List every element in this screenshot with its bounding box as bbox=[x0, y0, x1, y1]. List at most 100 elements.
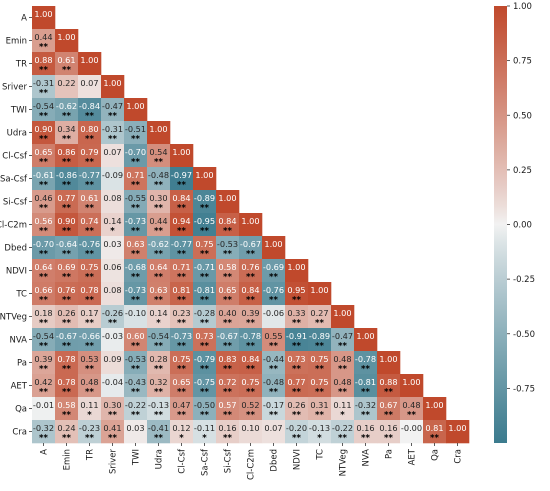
significance-stars: ** bbox=[177, 296, 186, 306]
heatmap-cell bbox=[124, 328, 148, 352]
cell-value-label: 1.00 bbox=[103, 78, 121, 88]
significance-stars: ** bbox=[62, 342, 71, 352]
heatmap-cell bbox=[308, 351, 332, 375]
cell-value-label: -0.50 bbox=[194, 400, 215, 410]
heatmap-cell bbox=[78, 351, 102, 375]
cell-value-label: 1.00 bbox=[402, 377, 420, 387]
y-tick-label: Sriver bbox=[2, 83, 28, 93]
cell-value-label: -0.84 bbox=[79, 101, 100, 111]
significance-stars: ** bbox=[223, 250, 232, 260]
significance-stars: ** bbox=[62, 250, 71, 260]
cell-value-label: -0.48 bbox=[148, 170, 169, 180]
heatmap-cell bbox=[216, 190, 240, 214]
cell-value-label: 0.58 bbox=[218, 262, 236, 272]
x-tick-label: Pa bbox=[385, 449, 395, 459]
cell-value-label: 0.61 bbox=[57, 55, 75, 65]
y-tick-label: Qa bbox=[15, 405, 27, 415]
heatmap-cell bbox=[239, 420, 263, 444]
significance-stars: ** bbox=[85, 296, 94, 306]
heatmap-cell bbox=[147, 305, 171, 329]
heatmap-cell bbox=[262, 351, 286, 375]
heatmap-cell bbox=[101, 190, 125, 214]
cell-value-label: -0.67 bbox=[217, 331, 238, 341]
cell-value-label: -0.11 bbox=[194, 423, 215, 433]
cell-value-label: 0.17 bbox=[80, 308, 98, 318]
heatmap-cell bbox=[78, 52, 102, 76]
significance-stars: ** bbox=[200, 388, 209, 398]
cell-value-label: -0.53 bbox=[125, 354, 146, 364]
significance-stars: ** bbox=[131, 250, 140, 260]
significance-stars: ** bbox=[39, 89, 48, 99]
heatmap-cell bbox=[285, 282, 309, 306]
cell-value-label: 0.63 bbox=[126, 239, 144, 249]
cell-value-label: 0.78 bbox=[57, 377, 75, 387]
heatmap-cell bbox=[216, 213, 240, 237]
significance-stars: ** bbox=[85, 181, 94, 191]
cell-value-label: -0.55 bbox=[125, 193, 146, 203]
significance-stars: ** bbox=[131, 342, 140, 352]
significance-stars: ** bbox=[62, 434, 71, 444]
heatmap-cell bbox=[101, 98, 125, 122]
cell-value-label: -0.77 bbox=[171, 239, 192, 249]
cell-value-label: -0.53 bbox=[217, 239, 238, 249]
significance-stars: ** bbox=[200, 273, 209, 283]
cell-value-label: 0.03 bbox=[103, 239, 121, 249]
x-tick-label: Si-Csf bbox=[224, 448, 234, 473]
cell-value-label: 0.67 bbox=[379, 400, 397, 410]
cell-value-label: 1.00 bbox=[149, 124, 167, 134]
heatmap-cell bbox=[239, 213, 263, 237]
significance-stars: ** bbox=[338, 434, 347, 444]
significance-stars: ** bbox=[338, 365, 347, 375]
heatmap-cell bbox=[170, 305, 194, 329]
heatmap-cell bbox=[55, 420, 79, 444]
x-tick-label: TWI bbox=[132, 449, 142, 466]
cell-value-label: 0.58 bbox=[57, 400, 75, 410]
cell-value-label: -0.67 bbox=[240, 239, 261, 249]
cell-value-label: -0.73 bbox=[125, 285, 146, 295]
cell-value-label: -0.89 bbox=[309, 331, 330, 341]
significance-stars: ** bbox=[361, 365, 370, 375]
heatmap-cell bbox=[147, 259, 171, 283]
significance-stars: ** bbox=[85, 319, 94, 329]
significance-stars: ** bbox=[200, 411, 209, 421]
significance-stars: ** bbox=[384, 411, 393, 421]
cell-value-label: 0.65 bbox=[218, 285, 236, 295]
significance-stars: ** bbox=[154, 296, 163, 306]
cell-value-label: 1.00 bbox=[218, 193, 236, 203]
cell-value-label: -0.54 bbox=[148, 331, 169, 341]
cell-value-label: -0.48 bbox=[263, 377, 284, 387]
cell-value-label: -0.75 bbox=[194, 377, 215, 387]
heatmap-cell bbox=[32, 213, 56, 237]
cell-value-label: 0.44 bbox=[149, 216, 167, 226]
heatmap-cell bbox=[193, 236, 217, 260]
significance-stars: ** bbox=[85, 250, 94, 260]
cell-value-label: 0.52 bbox=[241, 400, 259, 410]
significance-stars: ** bbox=[177, 388, 186, 398]
cell-value-label: -0.09 bbox=[102, 170, 123, 180]
heatmap-cell bbox=[32, 305, 56, 329]
significance-stars: * bbox=[202, 434, 207, 444]
heatmap-cell bbox=[170, 236, 194, 260]
heatmap-cell bbox=[193, 420, 217, 444]
significance-stars: ** bbox=[39, 434, 48, 444]
heatmap-cell bbox=[78, 282, 102, 306]
cell-value-label: 0.65 bbox=[34, 147, 52, 157]
heatmap-cell bbox=[32, 52, 56, 76]
cell-value-label: 0.54 bbox=[149, 147, 167, 157]
cell-value-label: -0.61 bbox=[33, 170, 54, 180]
cell-value-label: -0.95 bbox=[194, 216, 215, 226]
significance-stars: ** bbox=[62, 135, 71, 145]
significance-stars: ** bbox=[223, 296, 232, 306]
cell-value-label: -0.06 bbox=[263, 308, 284, 318]
cell-value-label: -0.23 bbox=[79, 423, 100, 433]
significance-stars: ** bbox=[200, 296, 209, 306]
cell-value-label: -0.03 bbox=[102, 331, 123, 341]
colorbar-tick-label: 0.50 bbox=[513, 111, 532, 121]
heatmap-cell bbox=[124, 98, 148, 122]
cell-value-label: 0.81 bbox=[172, 285, 190, 295]
significance-stars: ** bbox=[131, 227, 140, 237]
significance-stars: ** bbox=[39, 181, 48, 191]
cell-value-label: -0.44 bbox=[263, 354, 284, 364]
significance-stars: ** bbox=[154, 388, 163, 398]
